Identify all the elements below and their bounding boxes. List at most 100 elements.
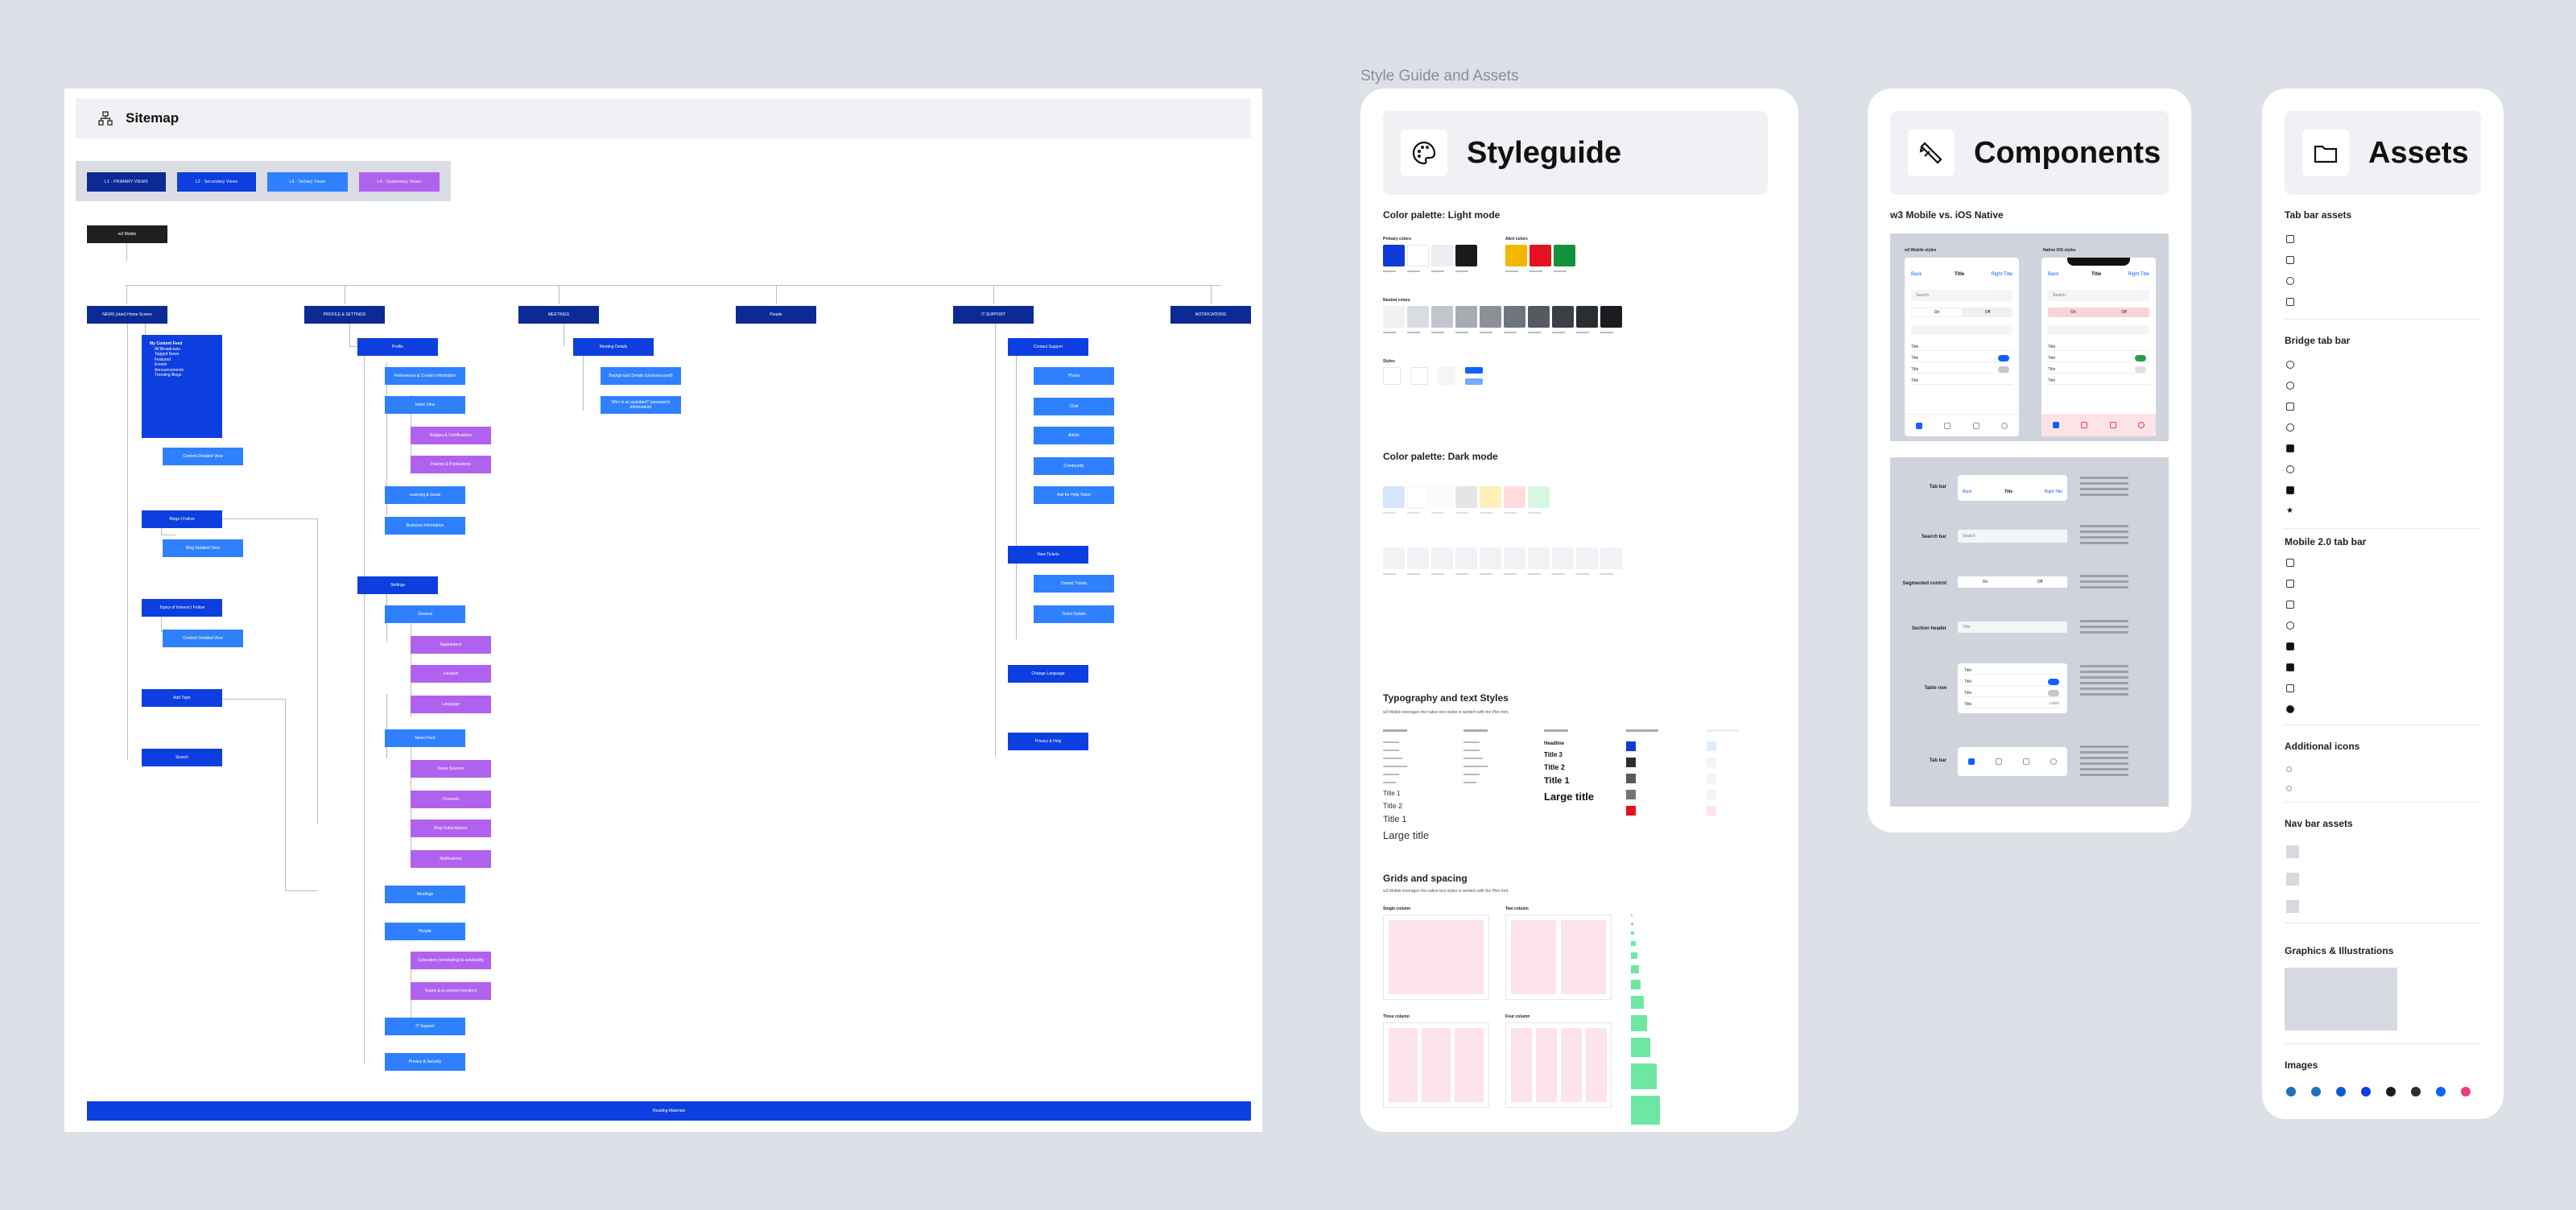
- grids-sub: w3 Mobile leverages the native text styl…: [1383, 889, 1509, 894]
- nav-right[interactable]: Right Title: [2128, 272, 2149, 277]
- sitemap-header: Sitemap: [76, 98, 1251, 138]
- asset-section: Bridge tab bar: [2285, 335, 2351, 346]
- table-row[interactable]: Title: [2048, 365, 2149, 374]
- node-badges: Badges & Certifications: [411, 427, 491, 444]
- tab-icon[interactable]: [2001, 422, 2008, 429]
- table-row[interactable]: Title: [2048, 343, 2149, 351]
- feed-item: Featured: [155, 357, 171, 362]
- nav-right[interactable]: Right Title: [2044, 489, 2062, 494]
- type-col-3: Headline Title 3 Title 2 Title 1 Large t…: [1544, 729, 1616, 803]
- node-ppl-teams: Teams & in-context (mention): [411, 982, 491, 1000]
- spec-segmented[interactable]: On Off: [1958, 576, 2067, 588]
- grid-two: [1505, 915, 1612, 1000]
- spacing-step: [1631, 996, 1644, 1009]
- toggle-on[interactable]: [1998, 355, 2009, 361]
- left-phone-label: w3 Mobile styles: [1905, 248, 1937, 253]
- nav-back[interactable]: Back: [1911, 272, 1922, 277]
- asset-section: Tab bar assets: [2285, 209, 2352, 221]
- color-swatch: [1431, 486, 1453, 508]
- nav-back[interactable]: Back: [1963, 489, 1972, 494]
- tab-icon[interactable]: [2081, 422, 2088, 428]
- color-swatch: [1600, 306, 1622, 328]
- nav-right[interactable]: Right Title: [1991, 272, 2013, 277]
- toggle-off[interactable]: [2135, 366, 2146, 373]
- assets-card: Assets Tab bar assets Bridge tab bar ★ M…: [2262, 89, 2504, 1119]
- asset-icon: [2286, 256, 2294, 264]
- search-bar[interactable]: Search: [2048, 290, 2149, 301]
- feed-item: Announcements: [155, 367, 184, 373]
- table-row[interactable]: Title: [1964, 689, 2061, 697]
- color-swatch: [1407, 486, 1429, 508]
- seg-off[interactable]: Off: [2121, 310, 2127, 315]
- seg-on[interactable]: On: [1912, 308, 1962, 316]
- table-row[interactable]: Title: [1911, 343, 2013, 351]
- toggle-off[interactable]: [1998, 366, 2009, 373]
- grid-label: Four column: [1505, 1014, 1530, 1019]
- style-sample: [1438, 367, 1455, 385]
- table-row[interactable]: Title: [2048, 377, 2149, 385]
- tab-icon[interactable]: [1972, 422, 1979, 429]
- tab-icon[interactable]: [2050, 758, 2057, 765]
- seg-off[interactable]: Off: [2037, 580, 2043, 584]
- color-swatch: [1407, 306, 1429, 328]
- tab-bar: [1905, 414, 2019, 436]
- feed-item: All Broadcasts: [155, 346, 180, 352]
- asset-icon: [2286, 663, 2294, 671]
- toggle-on[interactable]: [2135, 355, 2146, 361]
- color-swatch: [1407, 245, 1429, 266]
- tab-icon[interactable]: [1996, 758, 2002, 765]
- swatch-caption: [1600, 573, 1613, 575]
- color-swatch: [1528, 486, 1550, 508]
- segmented-control[interactable]: On Off: [2048, 308, 2149, 317]
- node-preferences: Preferences & Contact Information: [385, 367, 465, 385]
- image-asset-icon: [2336, 1087, 2346, 1096]
- color-swatch: [1554, 245, 1575, 266]
- table-row[interactable]: Title: [2048, 354, 2149, 362]
- spec-search-bar[interactable]: Search: [1958, 530, 2067, 543]
- swatch-caption: [1576, 573, 1589, 575]
- node-it-community: Community: [1034, 457, 1114, 475]
- search-bar[interactable]: Search: [1911, 290, 2013, 301]
- toggle-off[interactable]: [2048, 690, 2059, 696]
- swatch-caption: [1504, 573, 1517, 575]
- swatch-caption: [1528, 512, 1541, 514]
- palette-dark-heading: Color palette: Dark mode: [1383, 451, 1498, 462]
- tab-icon[interactable]: [2138, 422, 2145, 428]
- node-view-tickets: View Tickets: [1008, 546, 1088, 564]
- node-meeting-details: Meeting Details: [573, 338, 654, 356]
- seg-on[interactable]: On: [2070, 310, 2076, 315]
- components-header: Components: [1890, 111, 2169, 195]
- components-card: Components w3 Mobile vs. iOS Native w3 M…: [1868, 89, 2191, 832]
- tab-home-icon[interactable]: [2052, 422, 2059, 428]
- spec-label: Tab bar: [1929, 758, 1946, 763]
- toggle-on[interactable]: [2048, 679, 2059, 685]
- seg-on[interactable]: On: [1982, 580, 1988, 584]
- seg-off[interactable]: Off: [1984, 310, 1991, 315]
- tab-home-icon[interactable]: [1915, 422, 1922, 429]
- spec-label: Segmented control: [1902, 581, 1946, 586]
- tab-icon[interactable]: [2109, 422, 2116, 428]
- spec-label: Search bar: [1921, 535, 1946, 539]
- tab-icon[interactable]: [1944, 422, 1951, 429]
- table-row[interactable]: Title: [1964, 667, 2061, 675]
- brush-icon: [1908, 130, 1955, 176]
- node-profile: Profile: [357, 338, 438, 356]
- grid-label: Two column: [1505, 906, 1529, 911]
- table-row[interactable]: Title: [1911, 377, 2013, 385]
- grid-single: [1383, 915, 1489, 1000]
- node-blog-subs: Blog Subscriptions: [411, 820, 491, 837]
- node-settings: Settings: [357, 576, 438, 594]
- tab-home-icon[interactable]: [1968, 758, 1975, 765]
- node-notif-settings: Notifications: [411, 850, 491, 868]
- table-row[interactable]: Title: [1964, 678, 2061, 686]
- sitemap-footer: Reading Materials: [87, 1101, 1251, 1121]
- tab-icon[interactable]: [2023, 758, 2029, 765]
- table-row[interactable]: Title: [1911, 354, 2013, 362]
- segmented-control[interactable]: On Off: [1911, 308, 2013, 317]
- color-swatch: [1407, 547, 1429, 569]
- nav-back[interactable]: Back: [2048, 272, 2059, 277]
- swatch-caption: [1528, 573, 1541, 575]
- styleguide-card: Styleguide Color palette: Light mode Pri…: [1360, 89, 1798, 1132]
- table-row[interactable]: Title: [1911, 365, 2013, 374]
- table-row[interactable]: Title: [1964, 700, 2061, 708]
